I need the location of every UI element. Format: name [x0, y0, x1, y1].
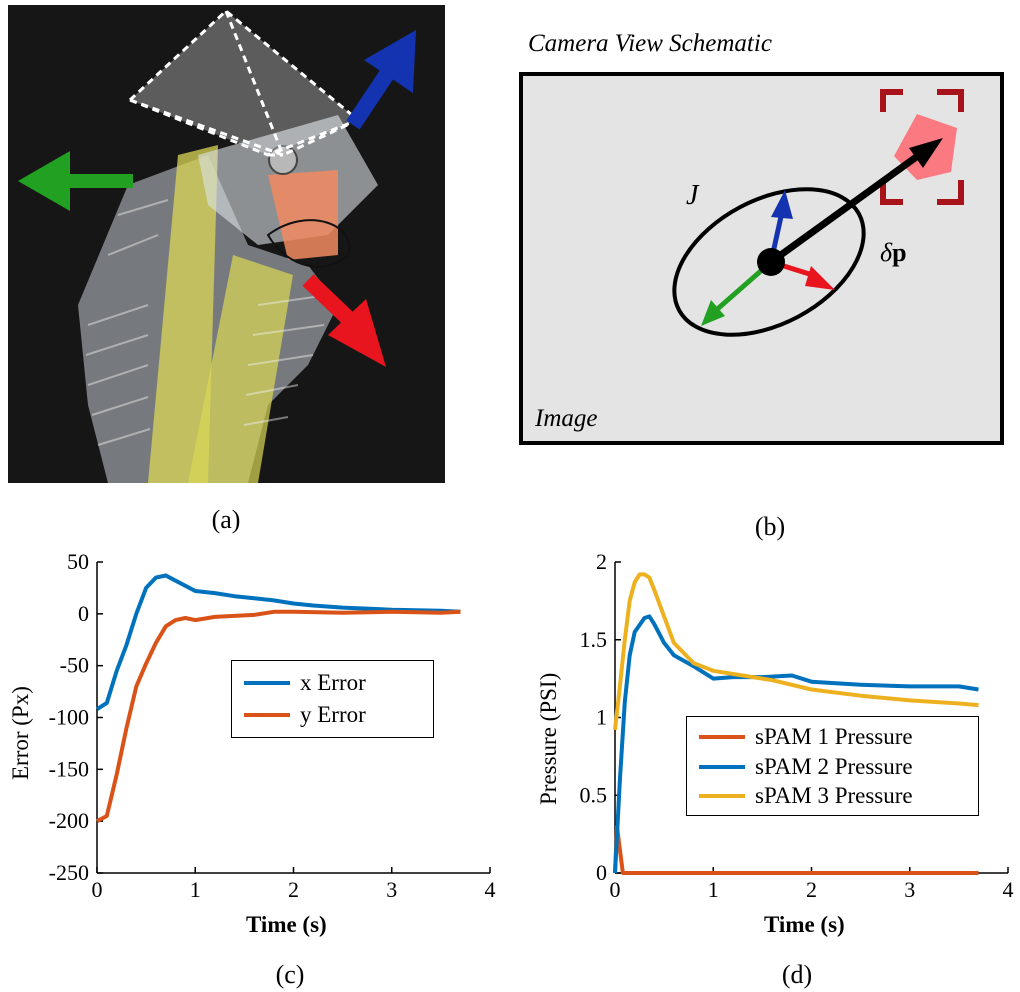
delta-p-arrow-icon — [909, 138, 943, 168]
target-bracket-icon — [880, 89, 964, 205]
y-tick-label: 0.5 — [580, 782, 608, 807]
robot-photo — [8, 5, 445, 483]
y-tick-label: 2 — [596, 549, 607, 574]
caption-c: (c) — [275, 960, 305, 989]
legend-label: sPAM 1 Pressure — [755, 724, 913, 749]
schematic-drawing — [672, 89, 964, 337]
legend-item-spam3: sPAM 3 Pressure — [687, 783, 913, 809]
delta-vector: p — [892, 238, 907, 267]
arrow-blue-icon — [346, 30, 416, 130]
pressure-chart-legend: sPAM 1 Pressure sPAM 2 Pressure sPAM 3 P… — [686, 716, 979, 816]
pressure-chart: 0 1 2 3 4 0 0.5 1 1.5 2 — [580, 549, 1014, 902]
y-tick-label: -150 — [49, 756, 89, 781]
legend-swatch — [699, 794, 745, 798]
red-axis-arrow-icon — [805, 266, 835, 290]
legend-item-x-error: x Error — [232, 670, 366, 696]
arrow-green-icon — [18, 151, 133, 211]
y-tick-label: 0 — [596, 860, 607, 885]
x-tick-label: 2 — [288, 877, 299, 902]
y-tick-label: 0 — [78, 601, 89, 626]
legend-item-spam1: sPAM 1 Pressure — [687, 724, 913, 750]
robot-photo-illustration — [8, 5, 445, 483]
legend-label: sPAM 2 Pressure — [755, 754, 913, 779]
arrow-red-icon — [302, 274, 386, 367]
green-axis-arrow-icon — [701, 300, 725, 326]
series-line-2 — [613, 614, 979, 874]
legend-swatch — [244, 713, 290, 717]
series-line-3 — [613, 572, 979, 731]
legend-label: y Error — [300, 702, 366, 727]
y-tick-label: -200 — [49, 808, 89, 833]
legend-label: x Error — [300, 670, 366, 695]
pressure-chart-ylabel: Pressure (PSI) — [536, 672, 561, 805]
axes: 0 1 2 3 4 -250 -200 -150 -100 -50 0 50 — [49, 549, 496, 902]
caption-b: (b) — [754, 512, 786, 541]
pressure-chart-xlabel: Time (s) — [764, 912, 845, 937]
x-tick-label: 2 — [806, 877, 817, 902]
legend-item-y-error: y Error — [232, 702, 366, 728]
caption-a: (a) — [211, 505, 241, 534]
caption-d: (d) — [781, 960, 813, 989]
legend-label: sPAM 3 Pressure — [755, 783, 913, 808]
x-tick-label: 3 — [386, 877, 397, 902]
series-line-1 — [95, 573, 461, 711]
y-tick-label: -100 — [49, 705, 89, 730]
image-label: Image — [535, 405, 598, 432]
x-tick-label: 0 — [92, 877, 103, 902]
jacobian-label: J — [686, 180, 699, 211]
x-tick-label: 4 — [1003, 877, 1014, 902]
x-tick-label: 3 — [904, 877, 915, 902]
legend-swatch — [699, 765, 745, 769]
y-tick-label: 1 — [596, 705, 607, 730]
x-tick-label: 1 — [190, 877, 201, 902]
series-line-2 — [96, 609, 461, 823]
jacobian-ellipse — [672, 187, 866, 337]
legend-swatch — [244, 681, 290, 685]
x-tick-label: 1 — [708, 877, 719, 902]
y-tick-label: 50 — [67, 549, 89, 574]
y-tick-label: -50 — [60, 653, 89, 678]
error-chart-legend: x Error y Error — [231, 660, 434, 738]
camera-center-point — [757, 248, 785, 276]
error-chart: 0 1 2 3 4 -250 -200 -150 -100 -50 0 50 — [49, 549, 496, 902]
x-tick-label: 4 — [485, 877, 496, 902]
delta-symbol: δ — [880, 238, 893, 267]
delta-p-label: δp — [880, 238, 907, 268]
error-chart-ylabel: Error (Px) — [8, 686, 33, 780]
x-tick-label: 0 — [610, 877, 621, 902]
series-line-1 — [613, 824, 979, 875]
y-tick-label: 1.5 — [580, 627, 608, 652]
y-tick-label: -250 — [49, 860, 89, 885]
schematic-title: Camera View Schematic — [528, 30, 772, 57]
legend-item-spam2: sPAM 2 Pressure — [687, 754, 913, 780]
blue-axis-arrow-icon — [771, 190, 793, 219]
error-chart-xlabel: Time (s) — [246, 912, 327, 937]
legend-swatch — [699, 735, 745, 739]
